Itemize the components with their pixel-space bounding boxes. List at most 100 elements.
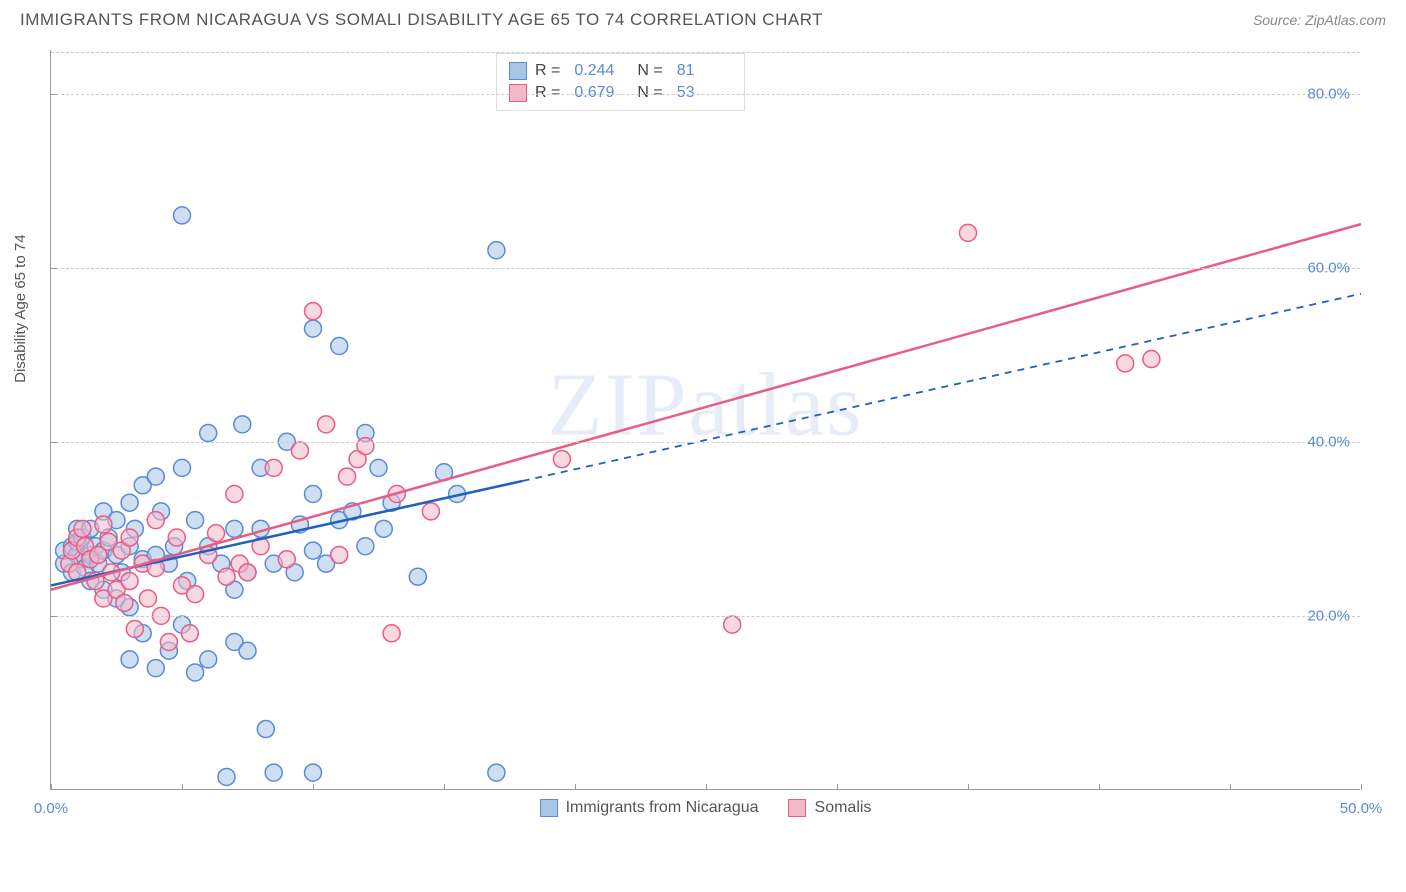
scatter-point	[139, 590, 156, 607]
r-label: R =	[535, 62, 560, 80]
scatter-point	[121, 529, 138, 546]
swatch-nicaragua-bottom	[540, 799, 558, 817]
scatter-point	[121, 573, 138, 590]
y-tick-label: 80.0%	[1307, 85, 1350, 102]
legend-item-somalis: Somalis	[789, 799, 872, 817]
scatter-point	[409, 568, 426, 585]
scatter-point	[226, 520, 243, 537]
y-tick-label: 40.0%	[1307, 433, 1350, 450]
scatter-point	[331, 338, 348, 355]
scatter-point	[375, 520, 392, 537]
x-tick	[1099, 784, 1100, 790]
scatter-point	[488, 242, 505, 259]
scatter-point	[239, 564, 256, 581]
x-tick	[706, 784, 707, 790]
scatter-point	[147, 468, 164, 485]
scatter-point	[234, 416, 251, 433]
scatter-point	[147, 512, 164, 529]
scatter-point	[147, 660, 164, 677]
n-label: N =	[637, 62, 662, 80]
x-tick	[51, 784, 52, 790]
y-tick	[51, 442, 57, 443]
legend-item-nicaragua: Immigrants from Nicaragua	[540, 799, 759, 817]
y-tick-label: 20.0%	[1307, 607, 1350, 624]
scatter-point	[187, 586, 204, 603]
source-attribution: Source: ZipAtlas.com	[1253, 12, 1386, 28]
chart-plot-area: ZIPatlas R = 0.244 N = 81 R = 0.679 N = …	[50, 50, 1360, 790]
scatter-point	[370, 459, 387, 476]
series-legend: Immigrants from Nicaragua Somalis	[540, 799, 872, 817]
scatter-point	[187, 664, 204, 681]
scatter-svg	[51, 50, 1360, 789]
scatter-point	[218, 568, 235, 585]
scatter-point	[724, 616, 741, 633]
stats-legend: R = 0.244 N = 81 R = 0.679 N = 53	[496, 53, 745, 111]
scatter-point	[383, 625, 400, 642]
scatter-point	[116, 594, 133, 611]
n-value-nicaragua: 81	[677, 62, 732, 80]
gridline-h	[51, 442, 1360, 443]
scatter-point	[181, 625, 198, 642]
y-axis-title: Disability Age 65 to 74	[12, 234, 29, 382]
x-tick-label: 50.0%	[1340, 800, 1383, 817]
x-tick	[444, 784, 445, 790]
legend-label-nicaragua: Immigrants from Nicaragua	[566, 799, 759, 817]
gridline-h	[51, 616, 1360, 617]
x-tick	[837, 784, 838, 790]
scatter-point	[305, 542, 322, 559]
scatter-point	[553, 451, 570, 468]
scatter-point	[74, 520, 91, 537]
legend-row-nicaragua: R = 0.244 N = 81	[509, 60, 732, 82]
scatter-point	[305, 764, 322, 781]
x-tick	[575, 784, 576, 790]
scatter-point	[291, 442, 308, 459]
scatter-point	[305, 320, 322, 337]
scatter-point	[218, 768, 235, 785]
y-tick	[51, 616, 57, 617]
x-tick	[313, 784, 314, 790]
scatter-point	[1143, 351, 1160, 368]
swatch-somalis-bottom	[789, 799, 807, 817]
scatter-point	[305, 303, 322, 320]
scatter-point	[160, 634, 177, 651]
y-tick-label: 60.0%	[1307, 259, 1350, 276]
legend-label-somalis: Somalis	[815, 799, 872, 817]
trend-line-dashed	[523, 294, 1361, 481]
swatch-nicaragua	[509, 62, 527, 80]
gridline-h	[51, 94, 1360, 95]
scatter-point	[174, 459, 191, 476]
x-tick	[1361, 784, 1362, 790]
scatter-point	[208, 525, 225, 542]
x-tick	[968, 784, 969, 790]
scatter-point	[121, 651, 138, 668]
scatter-point	[305, 486, 322, 503]
scatter-point	[239, 642, 256, 659]
x-tick	[1230, 784, 1231, 790]
r-value-nicaragua: 0.244	[574, 62, 629, 80]
y-tick	[51, 94, 57, 95]
x-tick	[182, 784, 183, 790]
x-tick-label: 0.0%	[34, 800, 68, 817]
scatter-point	[168, 529, 185, 546]
scatter-point	[121, 494, 138, 511]
scatter-point	[265, 764, 282, 781]
scatter-point	[126, 620, 143, 637]
scatter-point	[187, 512, 204, 529]
gridline-h	[51, 268, 1360, 269]
scatter-point	[200, 425, 217, 442]
gridline-h	[51, 52, 1360, 53]
trend-line-solid	[51, 224, 1361, 590]
scatter-point	[422, 503, 439, 520]
scatter-point	[318, 416, 335, 433]
header: IMMIGRANTS FROM NICARAGUA VS SOMALI DISA…	[0, 0, 1406, 38]
scatter-point	[226, 486, 243, 503]
scatter-point	[960, 224, 977, 241]
scatter-point	[257, 721, 274, 738]
scatter-point	[339, 468, 356, 485]
scatter-point	[278, 551, 295, 568]
scatter-point	[95, 516, 112, 533]
scatter-point	[1117, 355, 1134, 372]
scatter-point	[331, 546, 348, 563]
scatter-point	[488, 764, 505, 781]
scatter-point	[357, 438, 374, 455]
